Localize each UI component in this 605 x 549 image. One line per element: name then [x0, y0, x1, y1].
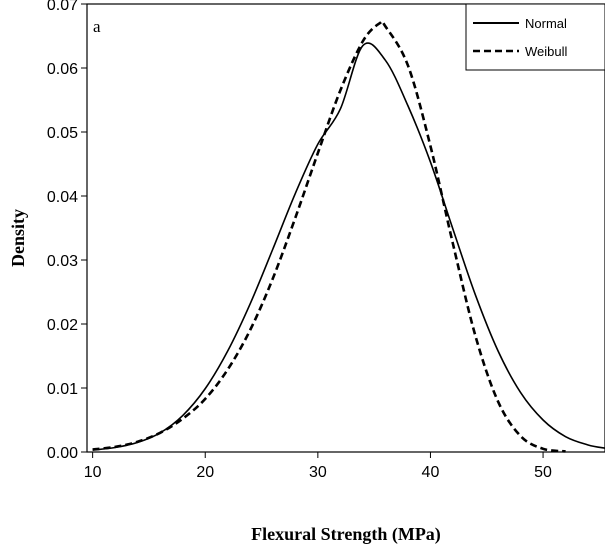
- x-tick-label: 30: [309, 464, 327, 481]
- x-tick-label: 50: [534, 464, 552, 481]
- y-tick-label: 0.07: [47, 0, 78, 14]
- series-line-normal: [92, 42, 605, 451]
- legend-box: [465, 3, 605, 71]
- x-tick-label: 40: [422, 464, 440, 481]
- series-layer: [92, 19, 605, 453]
- x-tick-label: 20: [196, 464, 214, 481]
- y-tick-label: 0.03: [47, 253, 78, 270]
- series-line-weibull: [92, 19, 566, 453]
- y-tick-label: 0.06: [47, 61, 78, 78]
- legend-label-normal: Normal: [525, 16, 567, 31]
- legend: Normal Weibull: [465, 3, 605, 71]
- y-tick-label: 0.05: [47, 125, 78, 142]
- x-tick-label: 10: [84, 464, 102, 481]
- panel-label: a: [93, 17, 101, 36]
- legend-label-weibull: Weibull: [525, 44, 568, 59]
- y-axis: 0.00 0.01 0.02 0.03 0.04 0.05 0.06 0.07: [47, 0, 87, 462]
- y-axis-title: Density: [8, 209, 28, 267]
- y-tick-label: 0.02: [47, 317, 78, 334]
- x-axis: 10 20 30 40 50: [84, 452, 552, 481]
- y-tick-label: 0.01: [47, 381, 78, 398]
- plot-frame: [86, 3, 605, 453]
- y-tick-label: 0.00: [47, 445, 78, 462]
- y-tick-label: 0.04: [47, 189, 78, 206]
- x-axis-title: Flexural Strength (MPa): [251, 524, 441, 545]
